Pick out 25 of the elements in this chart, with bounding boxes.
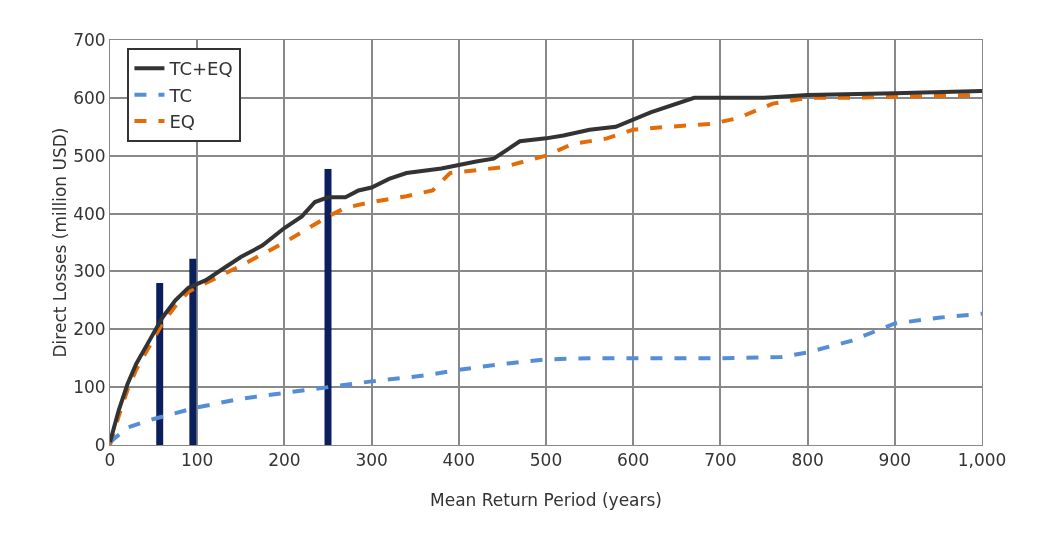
- legend-label: TC: [168, 84, 192, 106]
- x-tick-label: 600: [616, 450, 650, 471]
- y-tick-label: 500: [73, 145, 106, 166]
- legend-label: EQ: [169, 111, 195, 133]
- y-tick-label: 100: [73, 377, 106, 398]
- legend-label: TC+EQ: [168, 58, 233, 80]
- x-tick-label: 1,000: [957, 450, 1007, 471]
- y-tick-label: 0: [94, 434, 106, 455]
- y-tick-label: 300: [73, 261, 106, 282]
- x-tick-label: 700: [704, 450, 737, 471]
- x-tick-label: 800: [791, 450, 824, 471]
- bar: [189, 258, 197, 445]
- y-axis-title: Direct Losses (million USD): [50, 127, 70, 358]
- x-tick-label: 300: [355, 450, 388, 471]
- y-tick-label: 600: [73, 87, 106, 108]
- y-tick-label: 700: [73, 29, 106, 50]
- x-tick-label: 200: [268, 450, 301, 471]
- x-tick-label: 400: [442, 450, 476, 471]
- x-tick-label: 500: [529, 450, 563, 471]
- y-tick-label: 400: [73, 203, 106, 224]
- y-tick-label: 200: [73, 319, 106, 340]
- line-series: [110, 311, 982, 445]
- x-tick-label: 100: [180, 450, 214, 471]
- x-tick-label: 900: [878, 450, 912, 471]
- x-axis-title: Mean Return Period (years): [430, 490, 662, 510]
